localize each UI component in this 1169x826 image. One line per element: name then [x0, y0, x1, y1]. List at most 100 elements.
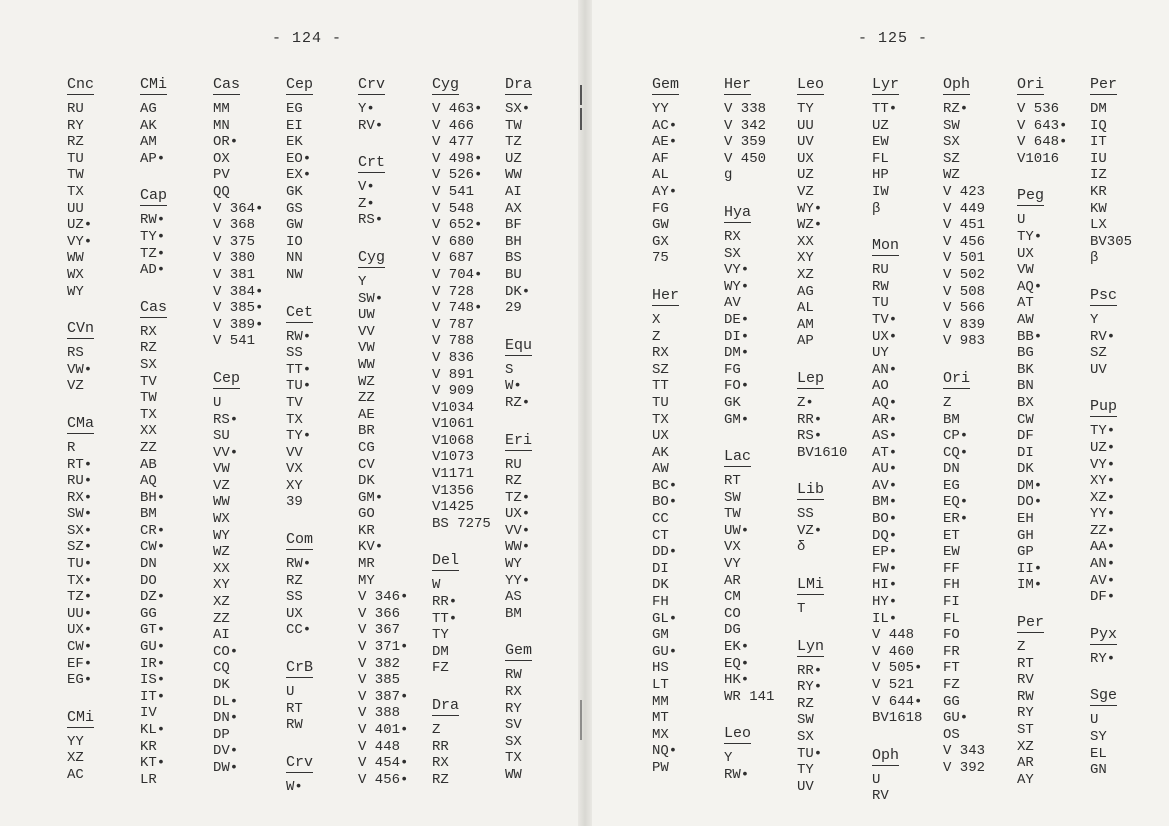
star-entry: V 891 [432, 366, 475, 383]
star-entry: WW• [505, 539, 531, 556]
star-entry: EG [943, 477, 960, 494]
star-entry: AG [797, 283, 814, 300]
star-entry: XZ [1017, 738, 1034, 755]
star-entry: UZ [505, 150, 522, 167]
star-entry: UZ• [67, 217, 93, 234]
star-entry: RT [724, 473, 741, 490]
constellation-heading: CrB [286, 659, 314, 679]
star-entry: SZ [1090, 345, 1107, 362]
star-entry: TV [140, 373, 157, 390]
constellation-heading: Crt [358, 154, 386, 174]
star-entry: AK [140, 117, 157, 134]
star-entry: FT [943, 660, 960, 677]
star-entry: BS [505, 250, 522, 267]
star-entry: RY• [1090, 650, 1116, 667]
star-entry: FF [943, 560, 960, 577]
star-entry: RW• [286, 556, 312, 573]
star-entry: AQ• [872, 394, 898, 411]
star-entry: RX [140, 323, 157, 340]
star-entry: RV [872, 788, 889, 805]
star-entry: FI [943, 594, 960, 611]
constellation-heading: Per [1090, 76, 1118, 95]
star-entry: XX [140, 423, 157, 440]
star-entry: DQ• [872, 527, 898, 544]
star-entry: VW [358, 340, 375, 357]
star-entry: AC• [652, 117, 678, 134]
star-entry: IT• [140, 688, 166, 705]
star-entry: AW [1017, 311, 1034, 328]
star-entry: UW [358, 307, 375, 324]
star-entry: RY [505, 700, 522, 717]
star-entry: XY [286, 477, 303, 494]
star-entry: V 448 [872, 627, 915, 644]
star-entry: SX [943, 134, 960, 151]
star-entry: W [432, 577, 441, 594]
star-entry: V 680 [432, 233, 475, 250]
star-entry: WW [505, 767, 522, 783]
right-page: - 125 - Gem YY AC• AE• AF AL AY• FG GW GX 75 Her X Z R… [585, 0, 1169, 826]
star-entry: AP• [140, 150, 166, 167]
star-entry: TX [286, 411, 303, 428]
star-entry: PV [213, 167, 230, 184]
star-entry: AS• [872, 428, 898, 445]
star-entry: BV1610 [797, 444, 848, 461]
star-entry: SW [797, 712, 814, 729]
star-entry: FO [943, 627, 960, 644]
star-entry: SX [797, 729, 814, 746]
page-number: - 125 - [858, 30, 929, 47]
star-entry: IR• [140, 655, 166, 672]
star-entry: FH [943, 577, 960, 594]
star-entry: II• [1017, 560, 1043, 577]
star-entry: GU• [140, 639, 166, 656]
star-entry: GO [358, 506, 375, 523]
star-entry: Z [943, 394, 952, 411]
star-entry: FO• [724, 378, 750, 395]
star-entry: AS [505, 589, 522, 606]
star-entry: DK [358, 473, 375, 490]
star-entry: OS [943, 726, 960, 743]
gutter-mark [580, 108, 582, 130]
star-entry: GL• [652, 610, 678, 627]
star-entry: TX [652, 411, 669, 428]
star-entry: V 385• [213, 300, 264, 317]
star-entry: KL• [140, 722, 166, 738]
star-entry: FW• [872, 560, 898, 577]
constellation-heading: Eri [505, 431, 533, 451]
star-entry: TZ• [67, 589, 93, 606]
constellation-heading: CMi [140, 76, 168, 95]
star-entry: TZ• [140, 245, 166, 262]
catalog-column: Cas MM MN OR• OX PV QQ V 364• V 368 V 375 V 380 V 3… [213, 76, 288, 777]
star-entry: β [872, 200, 881, 217]
star-entry: V 909 [432, 383, 475, 400]
star-entry: VX [286, 461, 303, 478]
star-entry: OR• [213, 134, 239, 151]
star-entry: BV305 [1090, 233, 1133, 250]
star-entry: GT• [140, 622, 166, 639]
star-entry: UX [1017, 245, 1034, 262]
constellation-heading: Equ [505, 336, 533, 356]
star-entry: SZ [652, 361, 669, 378]
star-entry: WY [505, 556, 522, 573]
star-entry: T [797, 601, 806, 618]
star-entry: RZ [286, 572, 303, 589]
star-entry: TY• [1017, 228, 1043, 245]
star-entry: EO• [286, 150, 312, 167]
star-entry: EP• [872, 544, 898, 561]
star-entry: XY [797, 250, 814, 267]
star-entry: Z [1017, 639, 1026, 656]
constellation-heading: Cas [213, 76, 241, 95]
star-entry: TX [140, 406, 157, 423]
star-entry: ZZ [140, 439, 157, 456]
star-entry: AK [652, 444, 669, 461]
star-entry: AF [652, 150, 669, 167]
star-entry: TY [432, 627, 449, 644]
star-entry: V 368 [213, 217, 256, 234]
star-entry: TV [286, 394, 303, 411]
catalog-column: Ori V 536 V 643• V 648• V1016 Peg U TY• UX VW AQ• A… [1017, 76, 1092, 788]
star-entry: RR• [797, 411, 823, 428]
star-entry: UU [67, 200, 84, 217]
star-entry: TW [505, 117, 522, 134]
star-entry: SU [213, 428, 230, 445]
star-entry: IM• [1017, 577, 1043, 594]
star-entry: V 652• [432, 217, 483, 234]
